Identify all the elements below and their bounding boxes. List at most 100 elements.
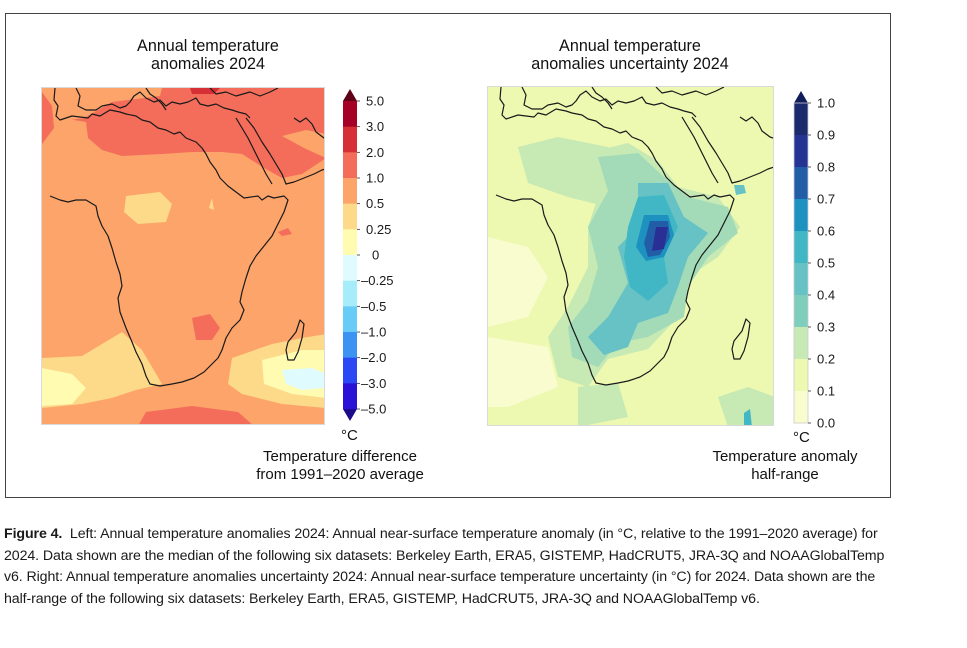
figure-caption: Figure 4. Left: Annual temperature anoma… (4, 524, 904, 610)
colorbar-tick-label: 0.2 (817, 352, 835, 367)
low-uncertainty-region (488, 237, 548, 327)
right-title-line1: Annual temperature (559, 36, 701, 55)
colorbar-tick-label: –5.0 (361, 402, 386, 417)
colorbar-tick-label: 0.5 (817, 256, 835, 271)
uncertainty-colorbar-label-line1: Temperature anomaly (712, 448, 858, 465)
coastline-path (75, 88, 251, 119)
colorbar-tick-label: 0.5 (366, 196, 384, 211)
colorbar-tick-label: 0.8 (817, 160, 835, 175)
colorbar-tick-label: 0.25 (366, 222, 391, 237)
warm-anomaly-region (42, 92, 54, 144)
colorbar-segment (343, 203, 357, 230)
colorbar-tick-label: 1.0 (366, 171, 384, 186)
colorbar-segment (343, 126, 357, 153)
uncertainty-colorbar: 1.0 0.9 0.8 0.7 0.6 0.5 0.4 0.3 0.2 0.1 0.0 (793, 86, 864, 432)
colorbar-tick-label: –0.25 (361, 273, 394, 288)
colorbar-segment (343, 306, 357, 333)
colorbar-tick-label: 0.9 (817, 128, 835, 143)
colorbar-segment (794, 327, 808, 360)
coastline-path (591, 87, 613, 110)
anomaly-colorbar: 5.0 3.0 2.0 1.0 0.5 0.25 0 –0.25 –0.5 –1.0 –2.0 –3.… (343, 88, 423, 428)
colorbar-tick-label: 0.6 (817, 224, 835, 239)
coastline (49, 88, 324, 387)
colorbar-segment (794, 295, 808, 328)
colorbar-segment (794, 359, 808, 392)
right-panel-title: Annual temperature anomalies uncertainty… (497, 37, 763, 73)
colorbar-segment (794, 199, 808, 232)
madagascar-outline (731, 318, 751, 360)
anomaly-map-canvas (42, 88, 324, 424)
uncertainty-colorbar-unit: °C (793, 429, 810, 446)
colorbar-segment (794, 263, 808, 296)
colorbar-tick-label: 1.0 (817, 96, 835, 111)
warm-anomaly-region (139, 406, 252, 424)
coastline-path (739, 116, 773, 139)
colorbar-segment (343, 383, 357, 410)
colorbar-segment (343, 101, 357, 128)
colorbar-segment (343, 229, 357, 256)
madagascar-outline (285, 319, 305, 361)
uncertainty-map (487, 86, 774, 426)
colorbar-tick-label: 0.1 (817, 384, 835, 399)
left-title-line2: anomalies 2024 (150, 54, 266, 73)
colorbar-extend-top (343, 89, 357, 101)
caption-text: Left: Annual temperature anomalies 2024:… (4, 526, 885, 607)
left-panel-title: Annual temperature anomalies 2024 (94, 37, 322, 73)
colorbar-tick-label: 0.0 (817, 416, 835, 431)
coastline-path (235, 117, 273, 185)
colorbar-extend-bottom (343, 409, 357, 421)
anomaly-colorbar-unit: °C (341, 427, 358, 444)
neutral-anomaly-region (42, 368, 86, 406)
anomaly-map (41, 87, 325, 425)
uncertainty-09-region (652, 227, 668, 251)
coastline-path (691, 116, 773, 184)
caption-figure-label: Figure 4. (4, 526, 63, 542)
colorbar-segment (343, 280, 357, 307)
coastline-path (655, 87, 725, 96)
colorbar-tick-label: 0.3 (817, 320, 835, 335)
colorbar-tick-label: 0 (372, 248, 379, 263)
colorbar-segment (343, 357, 357, 384)
cool-anomaly-region (282, 368, 324, 390)
low-uncertainty-region (488, 337, 558, 407)
colorbar-tick-label: 0.4 (817, 288, 835, 303)
right-title-line2: anomalies uncertainty 2024 (531, 54, 729, 73)
colorbar-extend-top (794, 91, 808, 103)
left-title-line1: Annual temperature (137, 36, 279, 55)
colorbar-segment (794, 103, 808, 136)
colorbar-tick-label: –1.0 (361, 325, 386, 340)
uncertainty-colorbar-label: Temperature anomaly half-range (690, 448, 880, 484)
coastline-path (495, 87, 735, 386)
uncertainty-colorbar-svg: 1.0 0.9 0.8 0.7 0.6 0.5 0.4 0.3 0.2 0.1 0.0 (793, 91, 835, 431)
colorbar-segment (794, 391, 808, 424)
anomaly-colorbar-label-line1: Temperature difference (263, 448, 417, 465)
coastline-path (681, 116, 719, 184)
warm-anomaly-region (192, 314, 220, 340)
anomaly-colorbar-label-line2: from 1991–2020 average (256, 466, 424, 483)
colorbar-segment (794, 231, 808, 264)
uncertainty-colorbar-label-line2: half-range (751, 466, 819, 483)
colorbar-tick-label: –0.5 (361, 299, 386, 314)
colorbar-tick-label: 3.0 (366, 119, 384, 134)
uncertainty-04-region (734, 185, 746, 195)
coastline-path (245, 117, 324, 185)
coastline (495, 87, 773, 386)
colorbar-segment (343, 332, 357, 359)
coastline-path (521, 87, 697, 118)
colorbar-tick-label: 0.7 (817, 192, 835, 207)
coastline-path (145, 88, 167, 111)
uncertainty-02-region (578, 383, 628, 425)
colorbar-tick-label: 2.0 (366, 145, 384, 160)
anomaly-region (282, 130, 324, 158)
anomaly-colorbar-svg: 5.0 3.0 2.0 1.0 0.5 0.25 0 –0.25 –0.5 –1.0 –2.0 –3.… (343, 89, 394, 421)
colorbar-segment (343, 255, 357, 282)
colorbar-segment (794, 135, 808, 168)
anomaly-colorbar-label: Temperature difference from 1991–2020 av… (240, 448, 440, 484)
uncertainty-map-canvas (488, 87, 773, 425)
colorbar-segment (794, 167, 808, 200)
hot-anomaly-region (190, 88, 220, 94)
uncertainty-05-region (744, 409, 752, 425)
coastline-path (293, 117, 324, 139)
colorbar-tick-label: –3.0 (361, 376, 386, 391)
colorbar-tick-label: –2.0 (361, 350, 386, 365)
